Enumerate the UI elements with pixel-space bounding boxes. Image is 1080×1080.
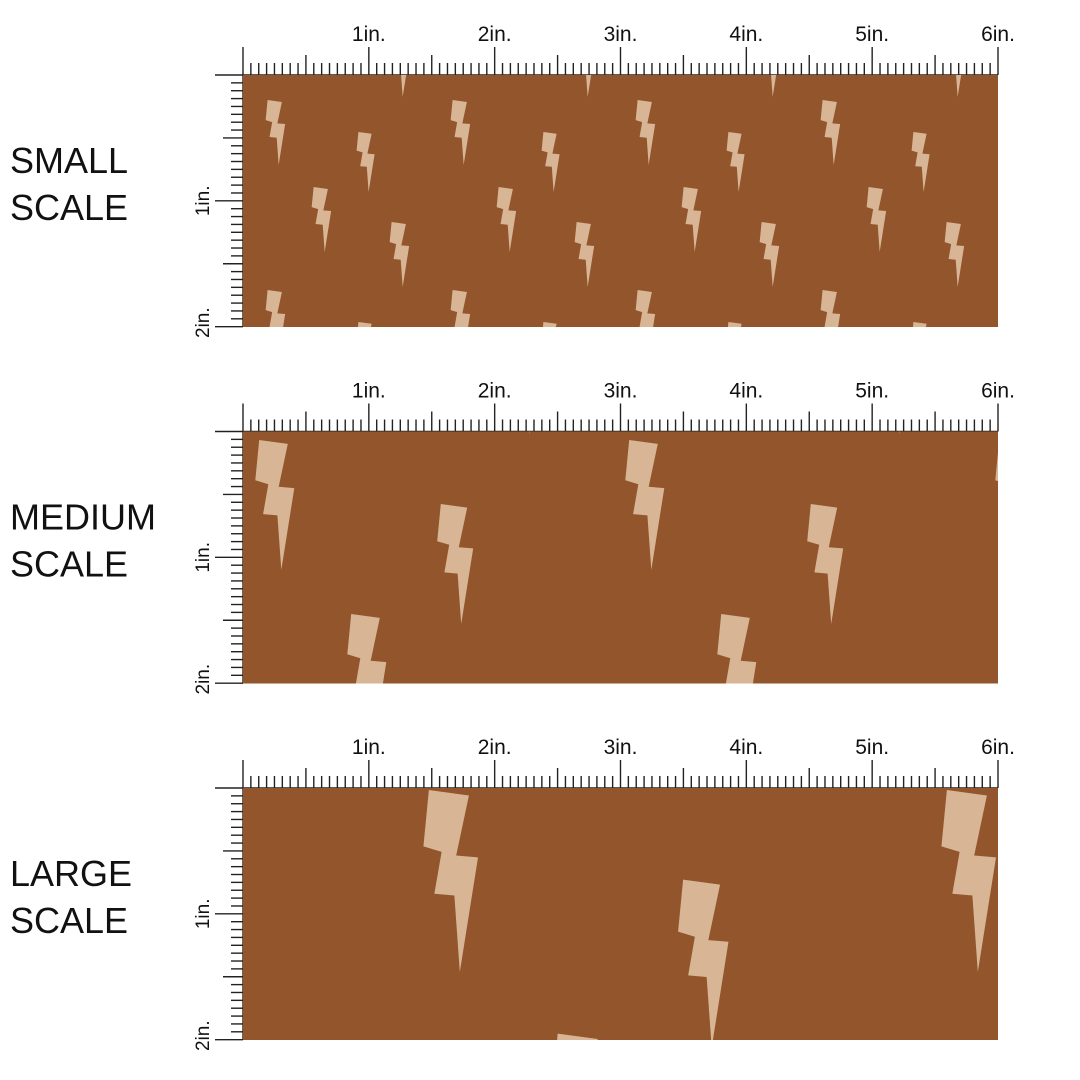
ruler-label: 3in. bbox=[604, 23, 638, 46]
ruler-label: 4in. bbox=[729, 380, 763, 403]
ruler-label: 6in. bbox=[981, 23, 1015, 46]
ruler-label: 5in. bbox=[855, 23, 889, 46]
ruler-label: 3in. bbox=[604, 380, 638, 403]
ruler-label: 2in. bbox=[478, 380, 512, 403]
scale-label: LARGE bbox=[10, 853, 132, 894]
ruler-label: 5in. bbox=[855, 380, 889, 403]
ruler-label: 2in. bbox=[193, 664, 214, 695]
ruler-label: 5in. bbox=[855, 736, 889, 759]
ruler-label: 2in. bbox=[193, 307, 214, 338]
ruler-label: 4in. bbox=[729, 736, 763, 759]
ruler-label: 1in. bbox=[193, 542, 214, 573]
ruler-label: 1in. bbox=[193, 186, 214, 217]
ruler-label: 2in. bbox=[478, 23, 512, 46]
scale-label: SCALE bbox=[10, 544, 128, 585]
fabric-swatch bbox=[243, 75, 998, 327]
scale-panel: SMALL SCALE 1in. 2in. 3in. 4in. 5in. 6in. 1in. 2i… bbox=[10, 23, 1015, 338]
scale-label: MEDIUM bbox=[10, 497, 156, 538]
scale-panel: MEDIUM SCALE 1in. 2in. 3in. 4in. 5in. 6in. 1in. 2… bbox=[10, 380, 1015, 695]
scale-label: SCALE bbox=[10, 187, 128, 228]
ruler-label: 3in. bbox=[604, 736, 638, 759]
ruler-label: 1in. bbox=[352, 23, 386, 46]
scale-label: SCALE bbox=[10, 900, 128, 941]
ruler-label: 6in. bbox=[981, 380, 1015, 403]
ruler-label: 2in. bbox=[478, 736, 512, 759]
ruler-label: 6in. bbox=[981, 736, 1015, 759]
ruler-label: 1in. bbox=[352, 380, 386, 403]
fabric-swatch bbox=[243, 431, 998, 684]
ruler-label: 1in. bbox=[193, 899, 214, 930]
scale-label: SMALL bbox=[10, 140, 128, 181]
ruler-label: 1in. bbox=[352, 736, 386, 759]
ruler-label: 2in. bbox=[193, 1020, 214, 1051]
ruler-label: 4in. bbox=[729, 23, 763, 46]
fabric-swatch bbox=[243, 788, 998, 1040]
